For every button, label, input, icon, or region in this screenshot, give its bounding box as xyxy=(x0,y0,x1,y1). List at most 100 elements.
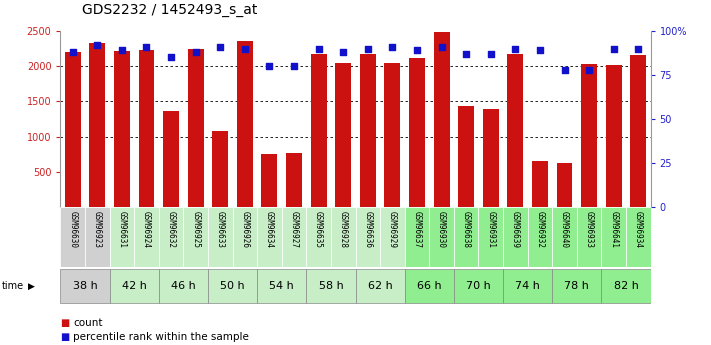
Bar xyxy=(577,207,602,267)
Text: count: count xyxy=(73,318,102,327)
Text: GSM96634: GSM96634 xyxy=(265,211,274,248)
Bar xyxy=(208,207,232,267)
Bar xyxy=(360,54,376,207)
Text: GSM96633: GSM96633 xyxy=(215,211,225,248)
Text: GSM96926: GSM96926 xyxy=(240,211,250,248)
Bar xyxy=(479,207,503,267)
Bar xyxy=(85,207,109,267)
Bar xyxy=(213,131,228,207)
Bar xyxy=(503,207,528,267)
Point xyxy=(190,49,201,55)
Bar xyxy=(528,207,552,267)
Bar xyxy=(405,269,454,304)
Text: GSM96933: GSM96933 xyxy=(584,211,594,248)
Text: 54 h: 54 h xyxy=(269,282,294,291)
Bar xyxy=(188,49,203,207)
Text: GSM96930: GSM96930 xyxy=(437,211,446,248)
Text: GSM96636: GSM96636 xyxy=(363,211,373,248)
Bar xyxy=(458,106,474,207)
Point xyxy=(264,63,275,69)
Point xyxy=(633,46,644,51)
Bar xyxy=(208,269,257,304)
Text: GSM96934: GSM96934 xyxy=(634,211,643,248)
Bar xyxy=(60,269,109,304)
Point xyxy=(166,55,177,60)
Bar xyxy=(134,207,159,267)
Bar xyxy=(257,207,282,267)
Point xyxy=(485,51,496,57)
Bar xyxy=(429,207,454,267)
Bar xyxy=(532,161,548,207)
Text: 50 h: 50 h xyxy=(220,282,245,291)
Point xyxy=(559,67,570,72)
Point xyxy=(338,49,349,55)
Point xyxy=(215,44,226,50)
Bar xyxy=(602,207,626,267)
Point xyxy=(313,46,324,51)
Text: GSM96929: GSM96929 xyxy=(388,211,397,248)
Bar xyxy=(581,64,597,207)
Bar xyxy=(602,269,651,304)
Text: GSM96639: GSM96639 xyxy=(510,211,520,248)
Bar xyxy=(139,50,154,207)
Bar xyxy=(286,153,302,207)
Bar xyxy=(65,52,81,207)
Point xyxy=(92,42,103,48)
Bar xyxy=(434,32,449,207)
Text: 66 h: 66 h xyxy=(417,282,442,291)
Text: 78 h: 78 h xyxy=(565,282,589,291)
Point xyxy=(239,46,250,51)
Point xyxy=(141,44,152,50)
Bar xyxy=(311,54,326,207)
Bar xyxy=(557,162,572,207)
Text: 46 h: 46 h xyxy=(171,282,196,291)
Bar xyxy=(306,207,331,267)
Text: 82 h: 82 h xyxy=(614,282,638,291)
Text: GSM96635: GSM96635 xyxy=(314,211,323,248)
Text: GSM96637: GSM96637 xyxy=(412,211,422,248)
Point xyxy=(116,48,127,53)
Point xyxy=(510,46,521,51)
Bar xyxy=(306,269,356,304)
Text: GSM96925: GSM96925 xyxy=(191,211,201,248)
Text: 70 h: 70 h xyxy=(466,282,491,291)
Text: GSM96631: GSM96631 xyxy=(117,211,127,248)
Bar xyxy=(282,207,306,267)
Bar xyxy=(552,269,602,304)
Bar xyxy=(237,41,253,207)
Bar xyxy=(606,65,621,207)
Bar xyxy=(503,269,552,304)
Bar xyxy=(409,59,425,207)
Point xyxy=(289,63,300,69)
Bar xyxy=(257,269,306,304)
Point xyxy=(534,48,545,53)
Text: GSM96640: GSM96640 xyxy=(560,211,569,248)
Point xyxy=(584,67,595,72)
Bar xyxy=(385,63,400,207)
Point xyxy=(387,44,398,50)
Bar xyxy=(232,207,257,267)
Text: percentile rank within the sample: percentile rank within the sample xyxy=(73,333,249,342)
Text: GSM96928: GSM96928 xyxy=(338,211,348,248)
Text: GSM96924: GSM96924 xyxy=(142,211,151,248)
Text: 62 h: 62 h xyxy=(368,282,392,291)
Text: ▶: ▶ xyxy=(28,282,36,291)
Bar xyxy=(159,269,208,304)
Point xyxy=(362,46,373,51)
Bar xyxy=(630,55,646,207)
Text: GSM96931: GSM96931 xyxy=(486,211,496,248)
Bar xyxy=(163,111,179,207)
Bar xyxy=(552,207,577,267)
Text: GSM96632: GSM96632 xyxy=(166,211,176,248)
Text: 38 h: 38 h xyxy=(73,282,97,291)
Text: 74 h: 74 h xyxy=(515,282,540,291)
Text: GSM96927: GSM96927 xyxy=(289,211,299,248)
Text: ■: ■ xyxy=(60,333,70,342)
Bar xyxy=(60,207,85,267)
Text: GSM96923: GSM96923 xyxy=(93,211,102,248)
Bar xyxy=(159,207,183,267)
Bar xyxy=(483,109,498,207)
Bar xyxy=(356,207,380,267)
Bar xyxy=(335,63,351,207)
Point xyxy=(67,49,78,55)
